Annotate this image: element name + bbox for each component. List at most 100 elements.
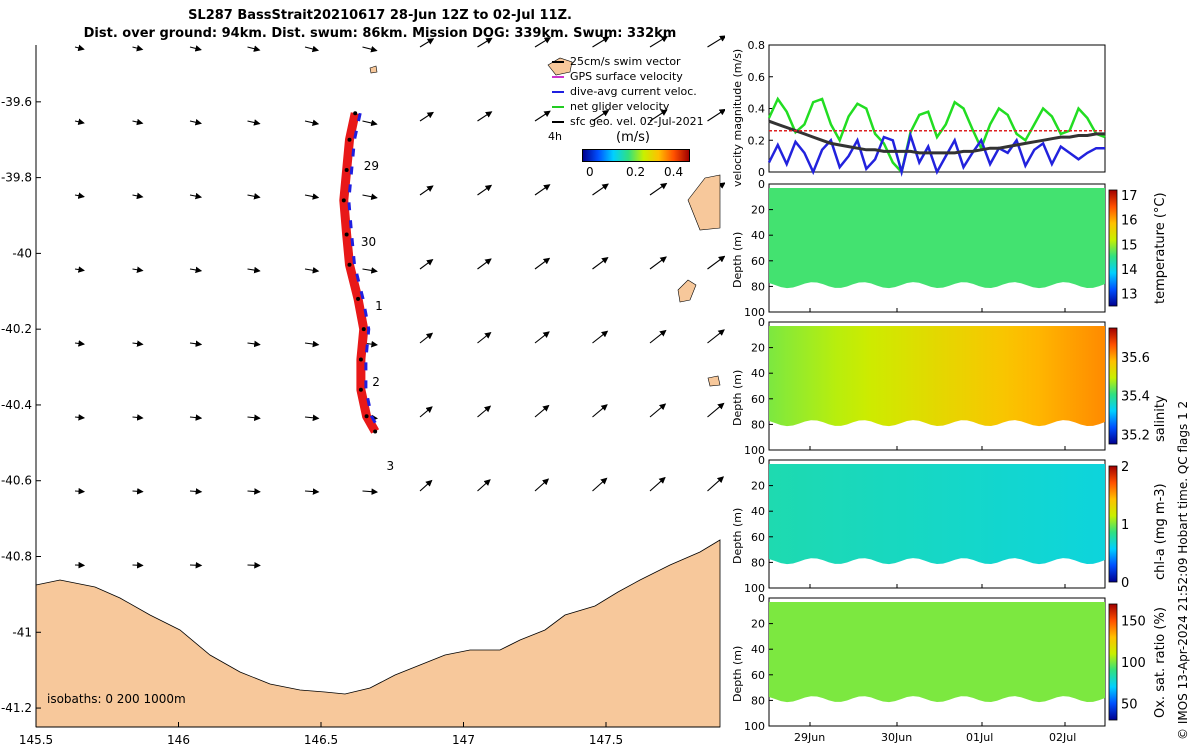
current-arrow <box>534 404 550 418</box>
map-ytick-label: -39.6 <box>1 95 32 109</box>
map-ytick-label: -40.4 <box>1 398 32 412</box>
colorbar-title: (m/s) <box>616 130 650 145</box>
current-arrow <box>189 192 203 200</box>
track-point <box>364 414 369 419</box>
current-arrow <box>74 118 85 125</box>
current-arrow <box>477 331 492 344</box>
current-arrow <box>707 35 725 48</box>
colorbar-tick-label: 0 <box>586 165 594 179</box>
colorbar-tick-label: 50 <box>1121 697 1138 712</box>
current-arrow <box>304 267 320 274</box>
current-arrow <box>304 488 320 495</box>
time-tick-label: 01Jul <box>966 731 994 744</box>
current-arrow <box>247 266 261 274</box>
variable-label: Ox. sat. ratio (%) <box>1153 607 1168 718</box>
current-arrow <box>477 184 493 196</box>
depth-tick-label: 80 <box>751 418 765 431</box>
current-arrow <box>592 183 609 196</box>
current-arrow <box>189 119 203 126</box>
time-tick-label: 02Jul <box>1049 731 1077 744</box>
variable-label: chl-a (mg m-3) <box>1153 483 1168 580</box>
current-arrow <box>534 184 551 196</box>
colorbar-tick-label: 15 <box>1121 238 1138 253</box>
current-arrow <box>247 45 261 52</box>
island-small-3 <box>369 65 378 74</box>
depth-axis-label: Depth (m) <box>731 507 744 564</box>
map-ytick-label: -40.8 <box>1 550 32 564</box>
isobaths-label: isobaths: 0 200 1000m <box>47 692 186 706</box>
track-point <box>358 387 363 392</box>
current-arrow <box>247 119 261 126</box>
colorbar-tick-label: 35.2 <box>1121 428 1150 443</box>
legend-swatch <box>552 61 564 63</box>
current-arrow <box>304 119 320 126</box>
current-arrow <box>247 488 261 495</box>
current-arrow <box>707 476 725 492</box>
current-arrow <box>534 331 550 344</box>
current-arrow <box>534 257 551 270</box>
depth-tick-label: 60 <box>751 255 765 268</box>
legend-swatch <box>552 76 564 78</box>
legend-swatch <box>552 91 564 93</box>
current-arrow <box>132 414 144 421</box>
current-arrow <box>304 45 320 53</box>
current-arrow <box>707 255 725 270</box>
current-arrow <box>189 45 202 52</box>
current-arrow <box>247 414 261 421</box>
current-arrow <box>649 403 667 418</box>
current-arrow <box>132 118 144 126</box>
depth-axis-label: Depth (m) <box>731 369 744 426</box>
day-label: 3 <box>386 458 395 473</box>
colorbar-tick-label: 13 <box>1121 288 1138 303</box>
current-arrow <box>707 402 725 418</box>
track-point <box>361 327 366 332</box>
tasmania-coastline <box>35 539 721 728</box>
current-arrow <box>362 193 378 200</box>
legend-swatch <box>552 106 564 108</box>
current-arrow <box>707 108 725 122</box>
legend-item-label: sfc geo. vel. 02-Jul-2021 <box>570 115 704 128</box>
section-colorbar <box>1108 603 1118 721</box>
glider-track <box>339 112 380 434</box>
variable-label: temperature (°C) <box>1153 192 1168 304</box>
colorbar-tick-label: 1 <box>1121 518 1129 533</box>
day-label: 1 <box>375 299 383 314</box>
depth-tick-label: 0 <box>758 316 765 329</box>
velocity-series <box>768 119 1105 155</box>
depth-tick-label: 60 <box>751 669 765 682</box>
depth-tick-label: 40 <box>751 643 765 656</box>
current-arrow <box>74 340 86 347</box>
track-point <box>353 111 358 116</box>
current-arrow <box>132 340 144 347</box>
current-arrow <box>592 257 609 270</box>
current-arrow <box>247 340 261 348</box>
current-arrow <box>649 109 668 122</box>
current-arrow <box>592 110 610 122</box>
day-label: 2 <box>372 375 380 390</box>
depth-tick-label: 100 <box>744 582 765 595</box>
depth-tick-label: 20 <box>751 618 765 631</box>
current-arrow <box>189 340 203 348</box>
island-flinders <box>687 174 721 231</box>
colorbar-tick-label: 35.6 <box>1121 351 1150 366</box>
section-panel: 0 20 40 60 80 100 150 100 50 <box>744 592 1146 733</box>
current-arrow <box>132 488 144 495</box>
depth-tick-label: 0 <box>758 178 765 191</box>
depth-tick-label: 0 <box>758 592 765 605</box>
current-arrow <box>477 258 492 270</box>
current-arrow <box>362 267 378 274</box>
section-data-area <box>769 186 1105 289</box>
depth-tick-label: 0 <box>758 454 765 467</box>
velocity-ytick-label: 0.8 <box>748 39 766 52</box>
track-point <box>341 198 346 203</box>
velocity-ylabel: velocity magnitude (m/s) <box>731 48 744 187</box>
legend-item-label: GPS surface velocity <box>570 70 683 83</box>
colorbar-tick-label: 35.4 <box>1121 390 1150 405</box>
current-arrow <box>419 185 434 196</box>
legend-swatch <box>552 121 564 123</box>
depth-tick-label: 100 <box>744 720 765 733</box>
current-arrow <box>362 488 379 495</box>
current-arrow <box>304 340 320 348</box>
section-colorbar <box>1108 465 1118 583</box>
section-panel: 0 20 40 60 80 100 17 16 15 14 13 <box>744 178 1138 319</box>
